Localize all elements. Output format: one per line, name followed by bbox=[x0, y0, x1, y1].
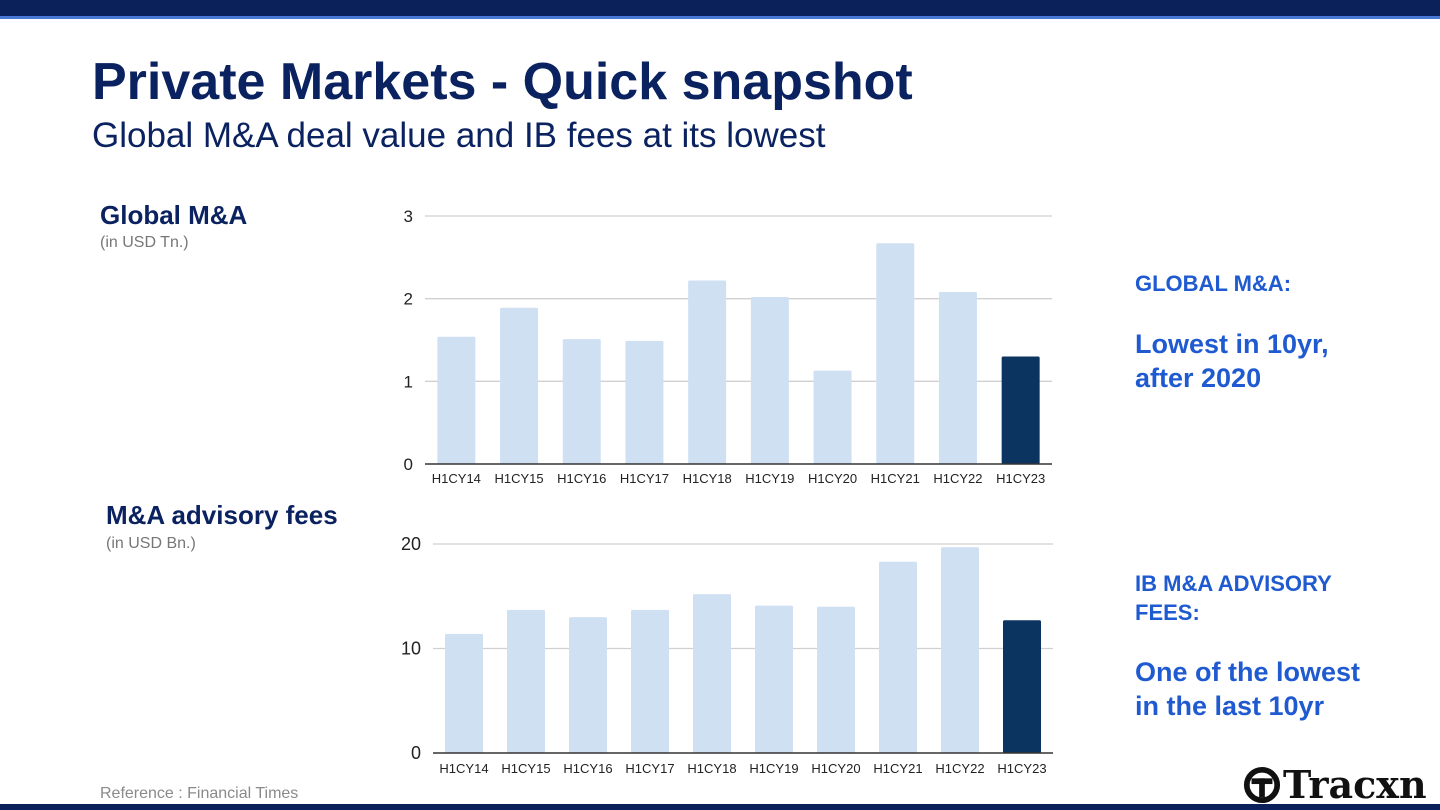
global-ma-y-tick-label: 0 bbox=[404, 455, 413, 474]
global-ma-y-tick-label: 1 bbox=[404, 372, 413, 391]
global-ma-x-tick-label: H1CY22 bbox=[933, 471, 982, 486]
advisory-fees-x-tick-label: H1CY15 bbox=[501, 761, 550, 776]
global-ma-note-line-2: after 2020 bbox=[1135, 363, 1262, 393]
global-ma-x-tick-label: H1CY18 bbox=[683, 471, 732, 486]
advisory-fees-x-tick-label: H1CY17 bbox=[625, 761, 674, 776]
advisory-fees-bar-h1cy18 bbox=[693, 594, 731, 753]
tracxn-logo-icon bbox=[1243, 766, 1281, 804]
global-ma-y-tick-label: 2 bbox=[404, 290, 413, 309]
tracxn-logo: Tracxn bbox=[1243, 764, 1427, 806]
global-ma-unit: (in USD Tn.) bbox=[100, 234, 189, 251]
advisory-fees-title: M&A advisory fees bbox=[106, 500, 338, 530]
global-ma-bar-h1cy22 bbox=[938, 292, 977, 464]
global-ma-note-body: Lowest in 10yr, after 2020 bbox=[1135, 327, 1329, 395]
advisory-fees-x-tick-label: H1CY21 bbox=[873, 761, 922, 776]
reference-text: Reference : Financial Times bbox=[100, 785, 299, 802]
global-ma-bar-h1cy19 bbox=[750, 297, 789, 464]
global-ma-bar-h1cy21 bbox=[876, 243, 915, 464]
advisory-fees-note-line-1: One of the lowest bbox=[1135, 657, 1361, 687]
tracxn-logo-text: Tracxn bbox=[1283, 762, 1427, 807]
advisory-fees-bar-h1cy14 bbox=[445, 633, 483, 753]
global-ma-x-tick-label: H1CY17 bbox=[620, 471, 669, 486]
global-ma-note-line-1: Lowest in 10yr, bbox=[1135, 329, 1329, 359]
advisory-fees-bar-h1cy22 bbox=[941, 547, 979, 753]
global-ma-note-heading: GLOBAL M&A: bbox=[1135, 271, 1292, 296]
advisory-fees-y-tick-label: 10 bbox=[401, 639, 421, 659]
global-ma-x-tick-label: H1CY16 bbox=[557, 471, 606, 486]
bottom-bar bbox=[0, 804, 1440, 810]
global-ma-x-tick-label: H1CY20 bbox=[808, 471, 857, 486]
advisory-fees-y-tick-label: 20 bbox=[401, 534, 421, 554]
global-ma-x-tick-label: H1CY23 bbox=[996, 471, 1045, 486]
global-ma-x-tick-label: H1CY21 bbox=[871, 471, 920, 486]
advisory-fees-note-line-2: in the last 10yr bbox=[1135, 691, 1325, 721]
advisory-fees-note-heading: IB M&A ADVISORY FEES: bbox=[1135, 569, 1332, 627]
global-ma-x-tick-label: H1CY15 bbox=[494, 471, 543, 486]
global-ma-bar-h1cy23 bbox=[1001, 356, 1040, 464]
advisory-fees-bar-h1cy15 bbox=[507, 609, 545, 753]
page-title: Private Markets - Quick snapshot bbox=[92, 53, 913, 111]
global-ma-bar-h1cy14 bbox=[437, 336, 476, 464]
global-ma-title: Global M&A bbox=[100, 200, 248, 230]
advisory-fees-bar-h1cy16 bbox=[569, 617, 607, 753]
advisory-fees-x-tick-label: H1CY18 bbox=[687, 761, 736, 776]
advisory-fees-bar-h1cy17 bbox=[631, 609, 669, 753]
global-ma-x-tick-label: H1CY19 bbox=[745, 471, 794, 486]
advisory-fees-x-tick-label: H1CY20 bbox=[811, 761, 860, 776]
advisory-fees-x-tick-label: H1CY19 bbox=[749, 761, 798, 776]
page-subtitle: Global M&A deal value and IB fees at its… bbox=[92, 116, 826, 155]
top-bar bbox=[0, 0, 1440, 16]
advisory-fees-note-body: One of the lowest in the last 10yr bbox=[1135, 655, 1360, 723]
global-ma-bar-h1cy16 bbox=[562, 339, 601, 464]
advisory-fees-unit: (in USD Bn.) bbox=[106, 535, 196, 552]
advisory-fees-x-tick-label: H1CY16 bbox=[563, 761, 612, 776]
advisory-fees-note-heading-line-1: IB M&A ADVISORY bbox=[1135, 571, 1332, 596]
advisory-fees-bar-h1cy20 bbox=[817, 606, 855, 753]
top-bar-accent-line bbox=[0, 16, 1440, 19]
advisory-fees-chart: 0 10 20 H1CY14 H1CY15 H1CY16 H1CY17 H1CY18 H1CY1… bbox=[395, 528, 1060, 783]
global-ma-bar-chart: 0 1 2 3 H1CY14 H1CY15 H1CY16 H1CY17 H1CY18 H1CY19… bbox=[404, 207, 1052, 486]
advisory-fees-x-tick-label: H1CY14 bbox=[439, 761, 488, 776]
global-ma-bar-h1cy15 bbox=[500, 307, 539, 464]
global-ma-y-tick-label: 3 bbox=[404, 207, 413, 226]
advisory-fees-y-tick-label: 0 bbox=[411, 743, 421, 763]
global-ma-bar-h1cy17 bbox=[625, 340, 664, 464]
advisory-fees-x-tick-label: H1CY23 bbox=[997, 761, 1046, 776]
advisory-fees-bar-h1cy21 bbox=[879, 561, 917, 753]
global-ma-x-tick-label: H1CY14 bbox=[432, 471, 481, 486]
advisory-fees-bar-h1cy19 bbox=[755, 605, 793, 753]
advisory-fees-bar-h1cy23 bbox=[1003, 620, 1041, 753]
advisory-fees-bar-chart: 0 10 20 H1CY14 H1CY15 H1CY16 H1CY17 H1CY18 H1CY1… bbox=[401, 534, 1053, 776]
advisory-fees-x-tick-label: H1CY22 bbox=[935, 761, 984, 776]
global-ma-chart: 0 1 2 3 H1CY14 H1CY15 H1CY16 H1CY17 H1CY18 H1CY19… bbox=[395, 200, 1060, 495]
global-ma-bar-h1cy18 bbox=[688, 280, 727, 464]
global-ma-bar-h1cy20 bbox=[813, 370, 852, 464]
advisory-fees-note-heading-line-2: FEES: bbox=[1135, 600, 1200, 625]
